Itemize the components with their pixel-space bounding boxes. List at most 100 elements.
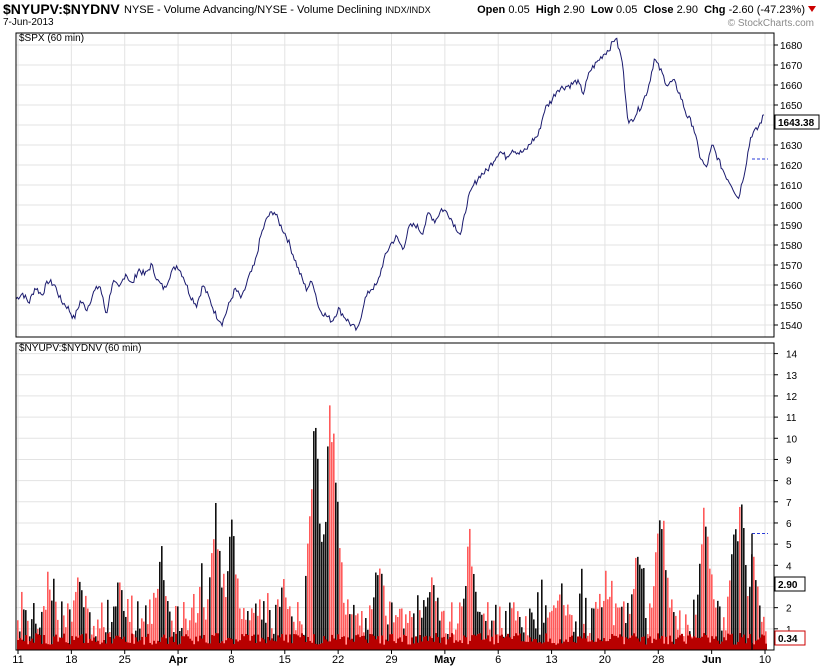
ratio-base-bar xyxy=(627,638,629,650)
ratio-bar xyxy=(579,593,581,650)
ratio-bar xyxy=(659,520,661,650)
ratio-bar xyxy=(631,594,633,650)
ratio-bar xyxy=(699,563,701,650)
ratio-bar xyxy=(139,628,141,650)
ratio-bar xyxy=(637,556,639,650)
ratio-bar xyxy=(197,613,199,650)
ratio-base-bar xyxy=(477,634,479,650)
ratio-base-bar xyxy=(83,643,85,650)
ratio-bar xyxy=(763,616,765,650)
ratio-base-bar xyxy=(401,641,403,650)
ratio-base-bar xyxy=(465,637,467,650)
ratio-bar xyxy=(159,561,161,650)
ratio-base-bar xyxy=(127,642,129,650)
ratio-bar xyxy=(79,581,81,650)
ratio-base-bar xyxy=(305,642,307,650)
ratio-bar xyxy=(357,613,359,650)
ratio-bar xyxy=(573,631,575,650)
ratio-base-bar xyxy=(185,634,187,650)
ratio-base-bar xyxy=(423,636,425,650)
high-value: 2.90 xyxy=(563,4,585,16)
ratio-base-bar xyxy=(215,633,217,650)
ratio-base-bar xyxy=(199,635,201,650)
ratio-base-bar xyxy=(177,644,179,650)
ratio-base-bar xyxy=(295,634,297,650)
ratio-base-bar xyxy=(325,639,327,650)
ratio-bar xyxy=(355,615,357,650)
ratio-base-bar xyxy=(97,640,99,650)
ratio-bar xyxy=(199,586,201,650)
ratio-base-bar xyxy=(319,643,321,650)
ratio-base-bar xyxy=(715,636,717,650)
ratio-bar xyxy=(277,599,279,650)
ratio-bar xyxy=(605,570,607,650)
ratio-bar xyxy=(649,603,651,650)
date-axis-ticks: 11 18 25 Apr 8 15 22 29 May 6 13 20 28 Jun 10 xyxy=(12,650,771,666)
ratio-base-bar xyxy=(497,642,499,650)
ratio-base-bar xyxy=(251,635,253,650)
ratio-base-bar xyxy=(179,643,181,650)
ratio-base-bar xyxy=(103,640,105,650)
ratio-base-bar xyxy=(361,635,363,650)
ratio-bar xyxy=(733,534,735,650)
ratio-base-bar xyxy=(311,642,313,650)
ratio-base-bar xyxy=(93,637,95,650)
ratio-bar xyxy=(435,601,437,650)
ratio-base-bar xyxy=(271,638,273,650)
ratio-base-bar xyxy=(117,635,119,650)
ratio-bar xyxy=(561,583,563,650)
ratio-bar xyxy=(99,628,101,650)
ratio-bar xyxy=(77,577,79,650)
ratio-base-bar xyxy=(163,634,165,650)
ratio-base-bar xyxy=(169,637,171,650)
ratio-bar xyxy=(177,606,179,650)
ratio-base-bar xyxy=(273,640,275,650)
ratio-base-bar xyxy=(283,640,285,650)
ratio-base-bar xyxy=(655,639,657,650)
ratio-base-bar xyxy=(757,639,759,650)
ratio-base-bar xyxy=(67,642,69,650)
ratio-base-bar xyxy=(241,634,243,650)
date-tick-label: 11 xyxy=(12,654,23,666)
ratio-base-bar xyxy=(223,643,225,650)
ratio-bar xyxy=(327,446,329,650)
high-label: High xyxy=(535,4,561,16)
ratio-base-bar xyxy=(589,641,591,650)
ratio-bar xyxy=(417,595,419,650)
ratio-base-bar xyxy=(293,634,295,650)
ratio-bar xyxy=(213,539,215,650)
ratio-base-bar xyxy=(525,641,527,650)
ratio-base-bar xyxy=(523,641,525,650)
ratio-base-bar xyxy=(289,634,291,650)
ratio-bar xyxy=(171,620,173,650)
ratio-bar xyxy=(453,634,455,650)
ratio-base-bar xyxy=(159,641,161,650)
ratio-base-bar xyxy=(349,639,351,650)
ratio-base-bar xyxy=(441,637,443,650)
ratio-base-bar xyxy=(721,641,723,650)
ratio-base-bar xyxy=(727,633,729,650)
ratio-base-bar xyxy=(321,643,323,650)
ratio-base-bar xyxy=(331,634,333,650)
ratio-base-bar xyxy=(765,643,767,650)
ratio-base-bar xyxy=(717,640,719,650)
ratio-base-bar xyxy=(429,636,431,650)
ratio-base-bar xyxy=(515,633,517,650)
ratio-base-bar xyxy=(339,639,341,650)
ratio-bar xyxy=(601,607,603,650)
ratio-base-bar xyxy=(345,644,347,650)
ratio-base-bar xyxy=(109,637,111,650)
ratio-bar xyxy=(167,601,169,650)
ratio-bar xyxy=(85,595,87,650)
ratio-base-bar xyxy=(505,636,507,650)
ratio-base-bar xyxy=(597,638,599,650)
ratio-base-bar xyxy=(503,638,505,650)
ratio-base-bar xyxy=(739,633,741,650)
ratio-base-bar xyxy=(59,638,61,650)
ratio-base-bar xyxy=(555,644,557,650)
ratio-tick-label: 8 xyxy=(786,477,792,488)
ratio-base-bar xyxy=(191,640,193,650)
date-tick-label: 28 xyxy=(652,654,664,666)
ratio-panel-title: $NYUPV:$NYDNV (60 min) xyxy=(19,343,141,354)
ratio-base-bar xyxy=(121,639,123,650)
